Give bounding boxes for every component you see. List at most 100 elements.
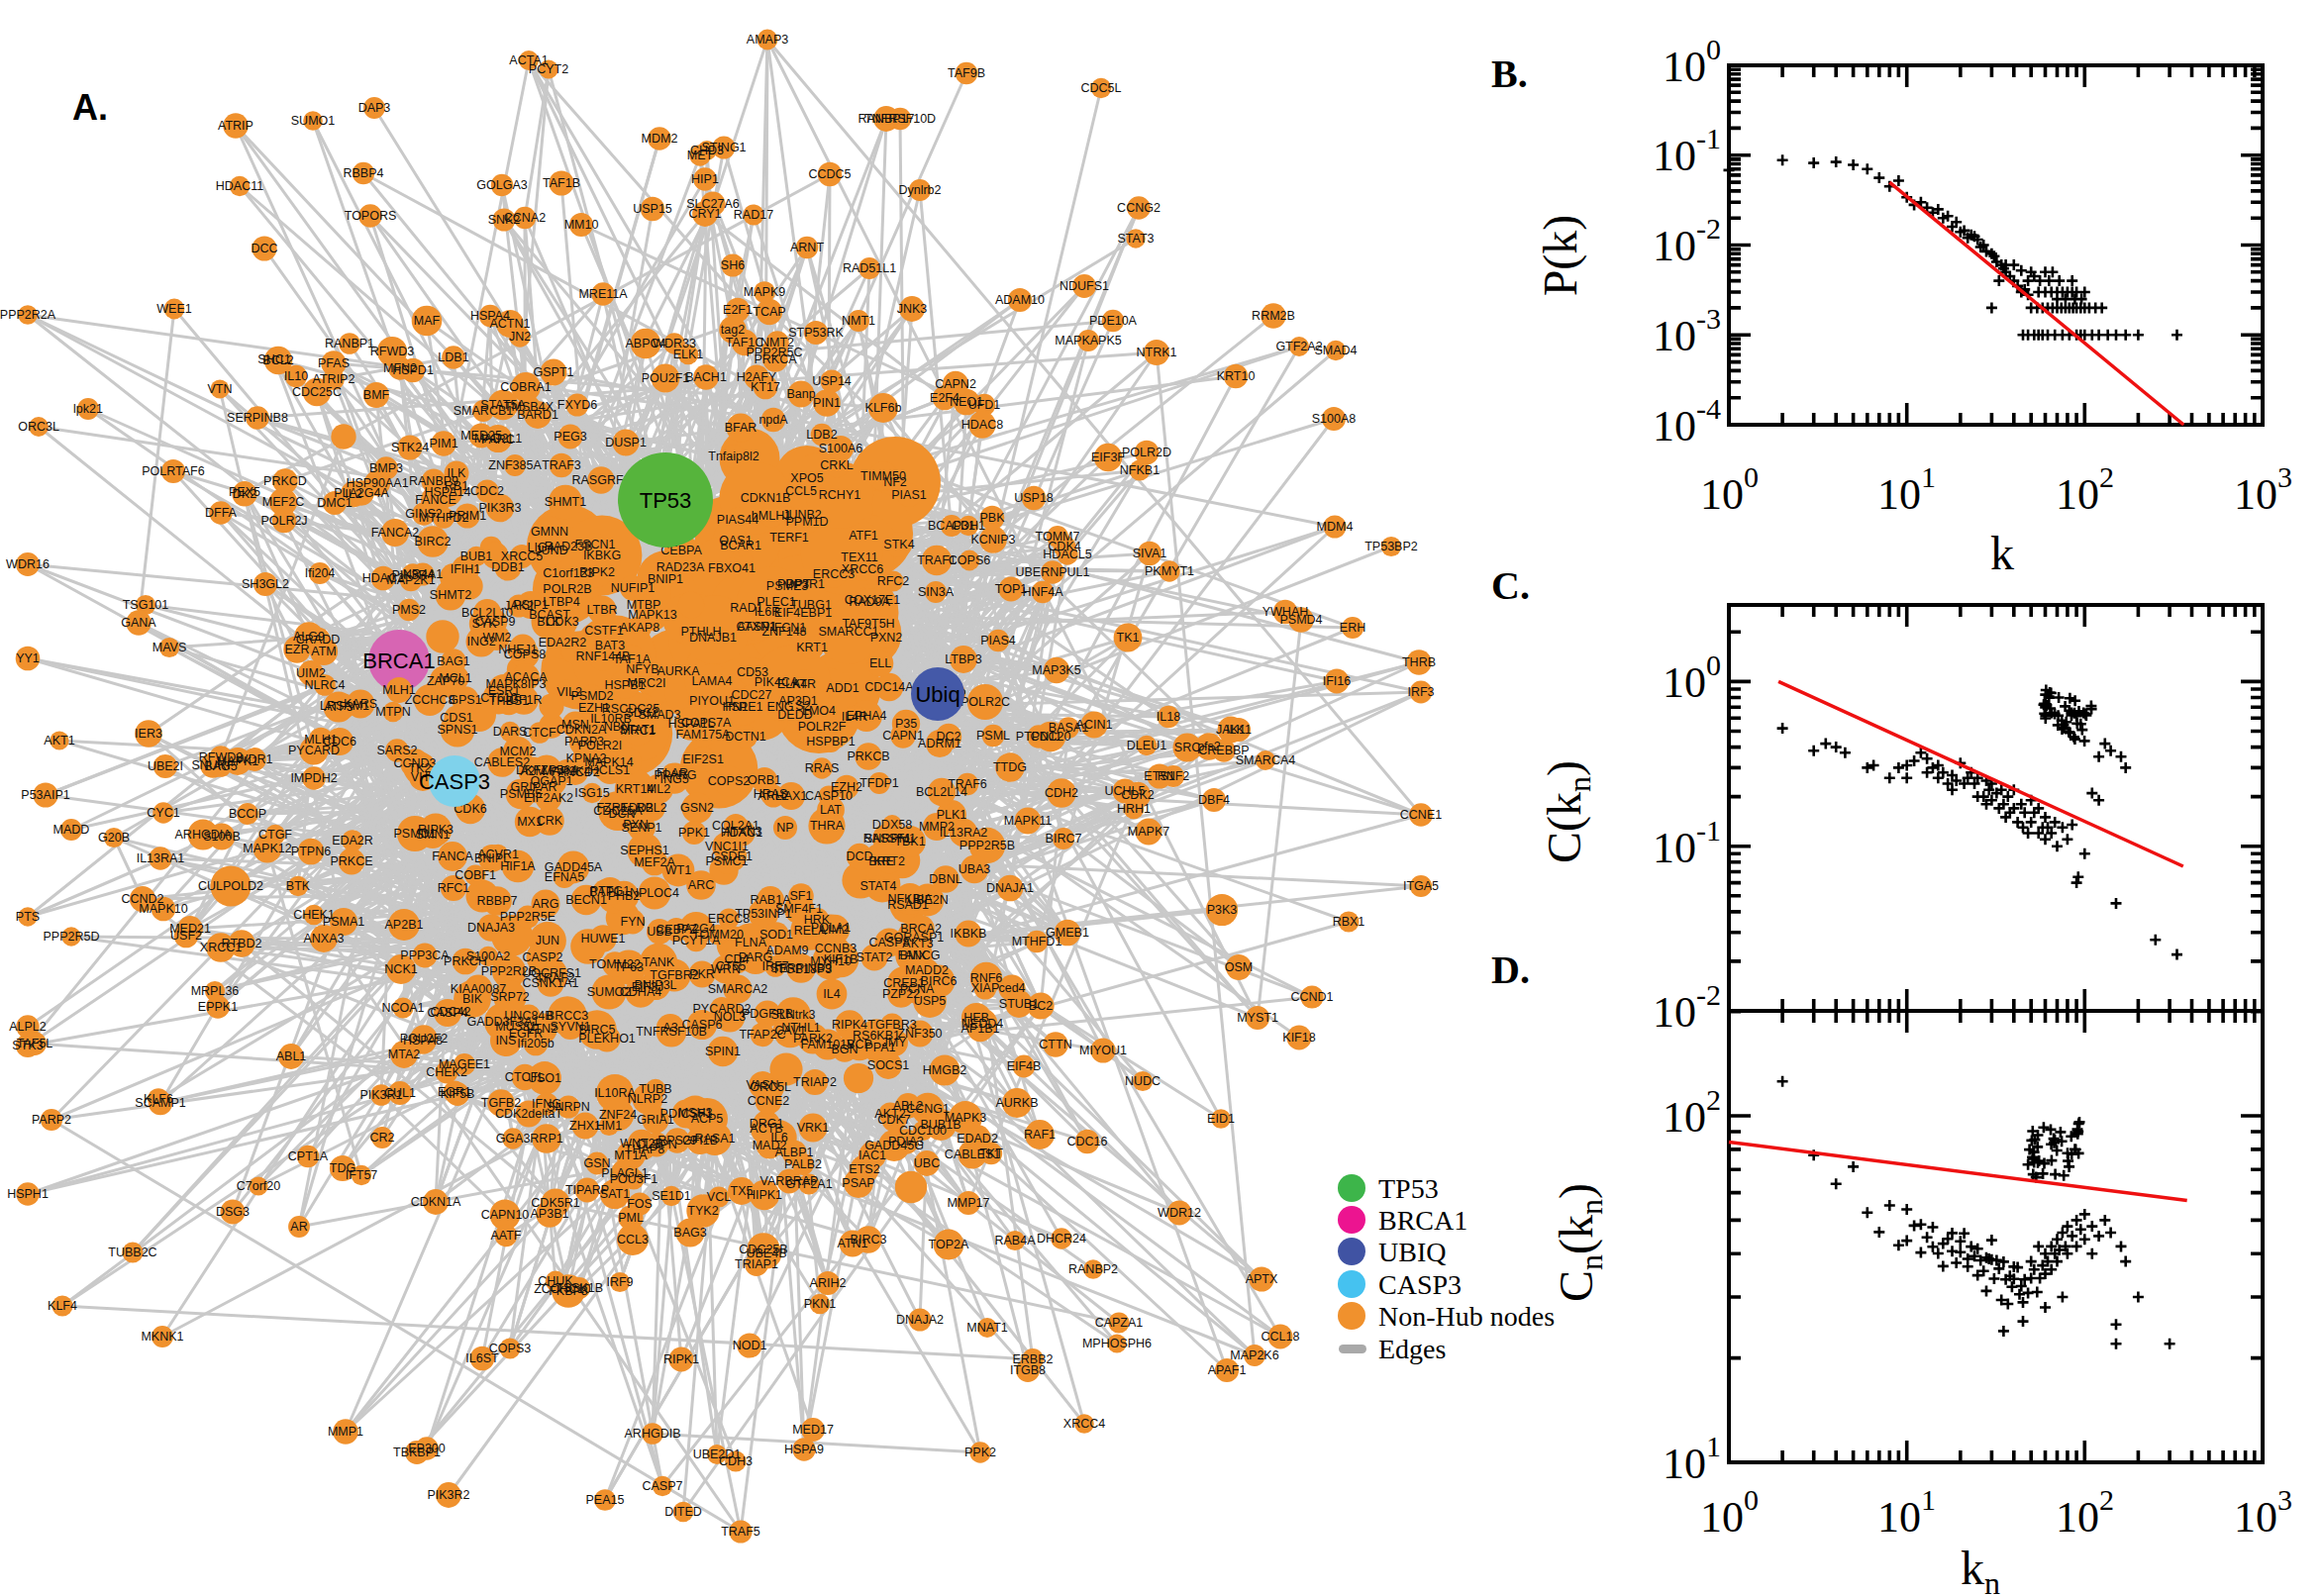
svg-text:USP18: USP18 [1014,491,1054,505]
svg-text:NMT2: NMT2 [760,336,794,349]
svg-text:IL18: IL18 [1157,710,1180,724]
svg-text:S100A6: S100A6 [819,442,863,455]
svg-text:RB1: RB1 [445,479,468,493]
svg-text:CCDC5: CCDC5 [808,167,851,181]
svg-text:DPT: DPT [786,577,811,591]
svg-text:JN2: JN2 [509,330,531,344]
svg-text:MAPK12: MAPK12 [243,842,291,855]
svg-text:TOPORS: TOPORS [345,209,397,223]
svg-text:TP53: TP53 [1378,1173,1439,1204]
svg-text:BUB1: BUB1 [460,549,493,563]
svg-text:MYST1: MYST1 [1237,1011,1278,1025]
svg-text:STK4: STK4 [883,538,914,551]
svg-text:HCLS1: HCLS1 [590,763,630,777]
svg-text:PSMC1: PSMC1 [705,854,748,868]
svg-text:IL2: IL2 [345,487,361,501]
svg-text:Non-Hub nodes: Non-Hub nodes [1378,1301,1555,1332]
svg-text:UCHL5: UCHL5 [1105,784,1146,798]
svg-text:P3K3: P3K3 [1207,903,1238,917]
svg-text:GFI1B: GFI1B [682,1134,718,1147]
svg-text:MDM4: MDM4 [1317,520,1354,534]
svg-text:LTBR: LTBR [586,603,617,617]
svg-text:AURKB: AURKB [995,1096,1038,1110]
svg-text:UBA3: UBA3 [959,862,991,876]
svg-text:ZNF385A: ZNF385A [488,458,542,472]
svg-text:SMN1: SMN1 [416,828,451,842]
svg-text:SIVA1: SIVA1 [1133,547,1167,560]
svg-text:BTK: BTK [286,879,311,893]
svg-text:PSMD2: PSMD2 [570,689,613,703]
svg-text:TERF1: TERF1 [769,531,809,545]
svg-text:PLEKHO1: PLEKHO1 [578,1032,636,1046]
svg-text:S2: S2 [795,699,810,713]
svg-text:POLR2F: POLR2F [798,720,847,734]
svg-text:CDC27: CDC27 [732,688,772,702]
svg-text:MAVS: MAVS [152,641,187,654]
svg-text:TRAF2: TRAF2 [536,971,575,985]
svg-text:RRAS: RRAS [805,761,840,775]
svg-text:C7orf20: C7orf20 [237,1179,281,1193]
svg-text:ADRM1: ADRM1 [918,737,961,750]
svg-text:CDK2deltaT: CDK2deltaT [495,1107,562,1121]
svg-text:PEA15: PEA15 [586,1493,625,1507]
svg-text:PIK3R2: PIK3R2 [427,1488,469,1502]
svg-text:PKN1: PKN1 [804,1297,837,1311]
svg-text:PPK1: PPK1 [678,826,710,840]
svg-text:CASP10: CASP10 [805,789,853,803]
svg-text:UBERNPUL1: UBERNPUL1 [1015,565,1089,579]
svg-text:POU2F2: POU2F2 [400,1032,449,1046]
svg-text:DCD: DCD [846,849,872,863]
svg-text:MIYOU1: MIYOU1 [1079,1044,1127,1057]
svg-text:BCCIP: BCCIP [229,807,266,821]
svg-text:MKNK1: MKNK1 [141,1330,183,1344]
svg-text:CT55: CT55 [716,959,747,973]
svg-text:Banp: Banp [786,387,815,401]
svg-text:PXN2: PXN2 [870,631,903,645]
svg-text:KRT1: KRT1 [796,641,828,654]
svg-text:TTDG: TTDG [993,760,1027,774]
svg-text:WDR16: WDR16 [6,557,50,571]
svg-text:NUDC: NUDC [1125,1074,1161,1088]
svg-text:CSTF1: CSTF1 [584,624,624,638]
svg-text:SHC1: SHC1 [257,352,290,366]
svg-text:CDC14A: CDC14A [864,680,914,694]
svg-text:TYK2: TYK2 [687,1204,718,1218]
svg-text:KCNIP3: KCNIP3 [970,533,1015,547]
svg-text:P53AIP1: P53AIP1 [21,788,69,802]
svg-text:SPIN1: SPIN1 [705,1045,741,1058]
svg-text:EIF2AK2: EIF2AK2 [524,791,573,805]
svg-text:ADAM9: ADAM9 [765,944,808,957]
svg-text:ORC3L: ORC3L [18,420,59,434]
svg-text:SE1D1: SE1D1 [652,1189,691,1203]
svg-text:MEF2C: MEF2C [262,495,304,509]
svg-text:CCNB3: CCNB3 [815,942,857,955]
svg-text:NTRK1: NTRK1 [1137,346,1177,359]
svg-text:BMF: BMF [363,388,390,402]
svg-text:IRF7: IRF7 [761,959,788,973]
svg-text:POLA1: POLA1 [811,921,851,935]
svg-text:CRK: CRK [537,814,563,828]
svg-text:IRF9: IRF9 [606,1275,633,1289]
svg-text:IRF3: IRF3 [1407,685,1434,699]
svg-text:HSPBP1: HSPBP1 [806,735,855,748]
svg-text:RAB4A: RAB4A [995,1234,1037,1247]
svg-text:PRKCH: PRKCH [444,954,487,968]
svg-text:NLRC4: NLRC4 [305,678,346,692]
svg-text:MPHOSPH6: MPHOSPH6 [1082,1337,1152,1350]
svg-text:TUBB2C: TUBB2C [108,1246,156,1259]
svg-text:DFFA: DFFA [205,506,238,520]
svg-text:MM10: MM10 [564,218,599,232]
svg-text:ARL2: ARL2 [758,789,788,803]
svg-text:JAK1: JAK1 [1216,723,1246,737]
svg-text:VRK1: VRK1 [797,1121,830,1135]
svg-text:EIF4B: EIF4B [1007,1059,1042,1073]
svg-text:ATR: ATR [792,677,816,691]
svg-text:UBE4B: UBE4B [747,1247,787,1260]
svg-text:GMNN: GMNN [531,525,568,539]
svg-text:CASP2: CASP2 [523,950,563,964]
svg-text:KRT10: KRT10 [1217,369,1256,383]
svg-text:MAGEE1: MAGEE1 [439,1057,490,1071]
svg-text:PSAP: PSAP [842,1176,874,1190]
svg-text:SF1: SF1 [790,889,813,903]
svg-text:ERH: ERH [1340,621,1365,635]
